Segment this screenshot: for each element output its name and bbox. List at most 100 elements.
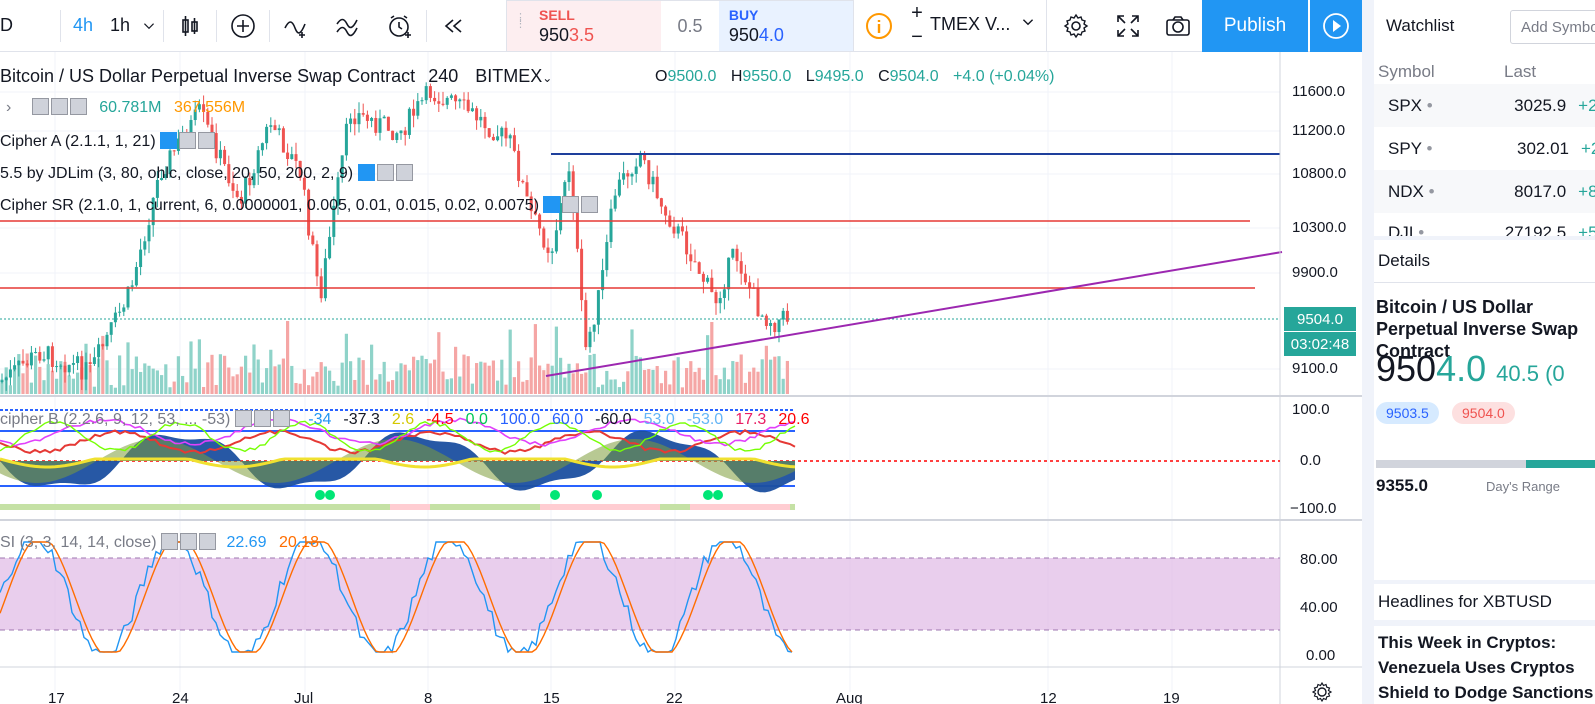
sell-button[interactable]: ⋮ ⋮ SELL 9503.5 [507,1,662,51]
date-tick: 19 [1163,690,1180,704]
close-icon[interactable] [198,533,216,550]
volume-bar [445,379,449,394]
visibility-eye-icon[interactable] [357,164,375,181]
close-icon[interactable] [395,164,413,181]
visibility-eye-icon[interactable] [543,196,561,213]
candle [214,133,218,159]
trend-line[interactable] [545,251,1283,377]
close-icon[interactable] [198,132,216,149]
broker-selector[interactable]: TMEX V... [930,14,1011,34]
settings-icon[interactable] [179,132,197,149]
watchlist-title[interactable]: Watchlist [1386,16,1455,35]
volume-bar [294,382,298,394]
candle [370,118,374,121]
volume-bar [29,382,33,394]
broker-chevron-icon[interactable] [1020,14,1036,35]
headlines-title[interactable]: Headlines for XBTUSD [1378,592,1552,611]
cipher-b-legend[interactable]: cipher B (2.2.6, 9, 12, 53, ... -53) -34… [0,410,810,428]
chart-area[interactable]: Bitcoin / US Dollar Perpetual Inverse Sw… [0,52,1362,704]
chart-canvas[interactable] [0,52,1362,704]
indicator-legend-cipher-a[interactable]: Cipher A (2.1.1, 1, 21) [0,132,217,151]
chart-title-legend[interactable]: Bitcoin / US Dollar Perpetual Inverse Sw… [0,66,553,86]
compare-icon[interactable] [270,0,322,52]
candle [479,116,483,121]
symbol-search[interactable]: D [0,15,13,35]
qty-minus-button[interactable]: − [911,26,923,48]
play-icon[interactable] [1310,0,1362,52]
volume-bar [651,369,655,394]
volume-bar [21,373,25,394]
indicator-legend-cipher-sr[interactable]: Cipher SR (2.1.0, 1, current, 6, 0.00000… [0,196,600,215]
volume-bar [113,387,117,394]
candle [76,356,80,364]
settings-icon[interactable] [253,410,271,427]
volume-bar [374,379,378,394]
interval-4h-button[interactable]: 4h [72,15,94,35]
interval-1h-button[interactable]: 1h [109,15,131,35]
alert-clock-icon[interactable] [374,0,426,52]
settings-icon[interactable] [50,98,68,115]
drag-handle-icon[interactable]: ⋮ ⋮ [515,12,526,30]
indicator-legend-jdlim[interactable]: 5.5 by JDLim (3, 80, ohlc, close, 20, 50… [0,164,415,183]
close-icon[interactable] [581,196,599,213]
col-symbol[interactable]: Symbol [1378,61,1435,81]
buy-button[interactable]: BUY 9504.0 [718,1,854,51]
col-last[interactable]: Last [1504,61,1537,81]
buy-signal-dot [592,490,602,500]
candle [189,120,193,141]
volume-bar [286,321,290,394]
watchlist-row[interactable]: SPX • 3025.9 +22 [1374,84,1595,127]
volume-bar [370,344,374,394]
visibility-eye-icon[interactable] [160,132,178,149]
details-title[interactable]: Details [1378,251,1430,270]
stoch-axis-tick: 0.00 [1306,647,1336,664]
axis-settings-gear-icon[interactable] [1311,681,1333,703]
visibility-eye-icon[interactable] [234,410,252,427]
watchlist-row[interactable]: NDX • 8017.0 +87 [1374,170,1595,213]
volume-bar [697,367,701,394]
volume-bar [189,341,193,394]
watchlist-row[interactable]: SPY • 302.01 +2. [1388,138,1595,158]
watchlist-row[interactable]: DJI • 27192.5 +51 [1388,223,1595,236]
candle [71,363,75,365]
visibility-eye-icon[interactable] [160,533,178,550]
volume-bar [454,346,458,394]
candle [382,116,386,119]
publish-button[interactable]: Publish [1202,0,1308,52]
settings-gear-icon[interactable] [1050,0,1102,52]
add-indicator-icon[interactable] [217,0,269,52]
settings-icon[interactable] [376,164,394,181]
volume-bar [42,380,46,394]
candles-style-icon[interactable] [164,0,216,52]
volume-bar [155,370,159,394]
candle [735,248,739,262]
volume-bar [777,356,781,394]
headlines-card: Headlines for XBTUSD This Week in Crypto… [1374,584,1595,704]
settings-icon[interactable] [179,533,197,550]
visibility-eye-icon[interactable] [31,98,49,115]
close-icon[interactable] [69,98,87,115]
interval-dropdown-chevron-icon[interactable] [135,0,163,52]
close-icon[interactable] [272,410,290,427]
qty-plus-button[interactable]: + [911,2,923,24]
add-symbol-input[interactable]: Add Symbol [1510,10,1595,44]
candle [689,254,693,262]
stoch-rsi-legend[interactable]: SI (3, 3, 14, 14, close) 22.69 20.18 [0,533,319,551]
camera-snapshot-icon[interactable] [1154,0,1202,52]
replay-rewind-icon[interactable] [427,0,479,52]
volume-bar [302,369,306,394]
fullscreen-icon[interactable] [1102,0,1154,52]
settings-icon[interactable] [562,196,580,213]
info-icon[interactable] [856,0,902,52]
details-card: Details Bitcoin / US Dollar Perpetual In… [1374,240,1595,580]
indicators-icon[interactable] [322,0,374,52]
candle [4,377,8,381]
volume-bar [399,363,403,394]
volume-bar [290,365,294,394]
stoch-rsi-pane [0,541,1280,654]
candle [67,364,71,373]
headline-item[interactable]: This Week in Cryptos: Venezuela Uses Cry… [1378,633,1594,702]
candle [122,307,126,312]
price-tick: 9900.0 [1292,264,1338,281]
volume-bar [311,376,315,394]
